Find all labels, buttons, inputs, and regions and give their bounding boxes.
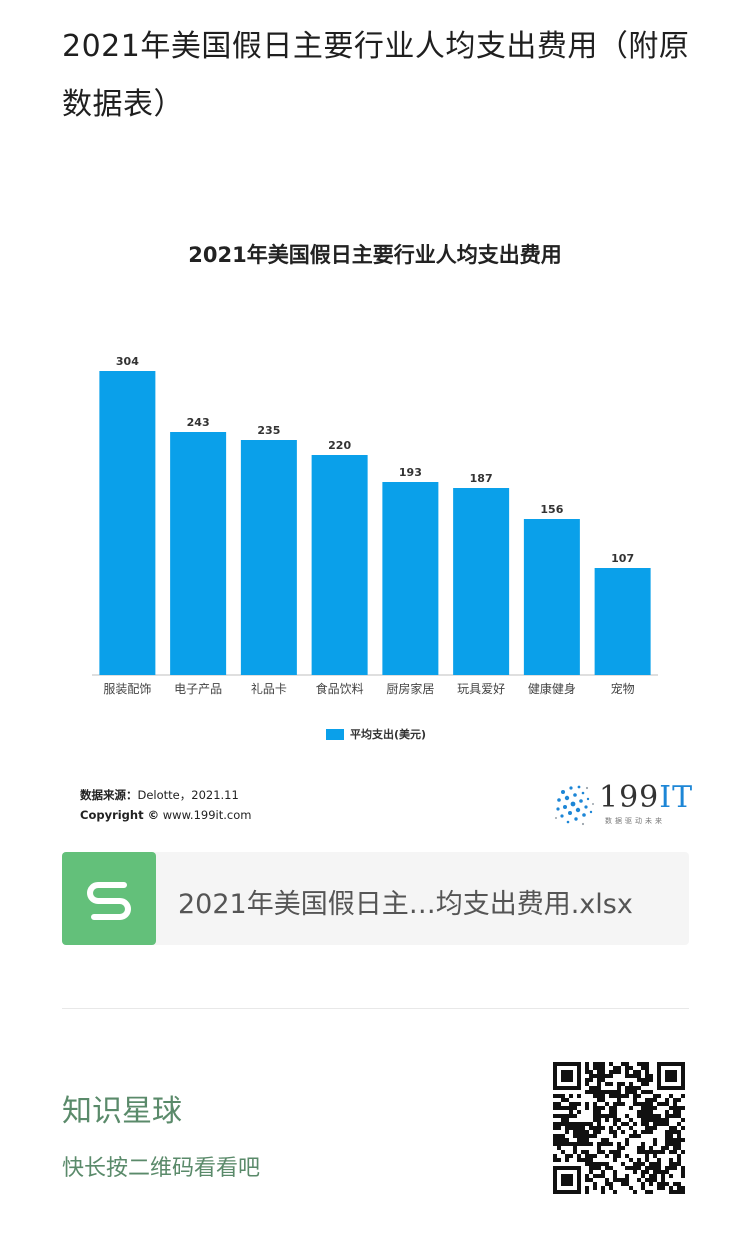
- bar-1: [170, 432, 227, 675]
- data-label-4: 193: [399, 466, 422, 479]
- tick-label-2: 礼品卡: [251, 681, 287, 696]
- data-label-2: 235: [257, 424, 280, 437]
- chart-source: 数据来源：Delotte，2021.11 Copyright © www.199…: [80, 785, 251, 825]
- data-label-5: 187: [470, 472, 493, 485]
- bar-3: [311, 455, 368, 675]
- 199it-logo: 199IT 数据驱动未来: [553, 780, 692, 830]
- logo-accent: IT: [659, 780, 694, 815]
- attachment-file-card[interactable]: 2021年美国假日主…均支出费用.xlsx: [62, 852, 689, 945]
- post-title: 2021年美国假日主要行业人均支出费用（附原数据表）: [62, 29, 690, 122]
- bar-6: [523, 519, 580, 675]
- divider: [62, 1008, 689, 1009]
- tick-label-1: 电子产品: [174, 682, 222, 696]
- source-label: 数据来源：: [80, 788, 138, 802]
- chart-image: 2021年美国假日主要行业人均支出费用 304 服装配饰 243 电子产品 235 礼品卡…: [0, 205, 750, 845]
- source-value: Delotte，2021.11: [137, 788, 239, 802]
- data-label-1: 243: [187, 416, 210, 429]
- chart-title: 2021年美国假日主要行业人均支出费用: [188, 243, 562, 267]
- legend-swatch: [326, 728, 344, 740]
- tick-label-4: 厨房家居: [386, 681, 434, 696]
- legend-label: 平均支出(美元): [350, 728, 427, 741]
- data-label-0: 304: [116, 355, 139, 368]
- logo-dots-icon: [555, 785, 594, 826]
- file-name: 2021年美国假日主…均支出费用.xlsx: [178, 889, 633, 920]
- tick-label-7: 宠物: [611, 681, 635, 696]
- data-label-6: 156: [540, 503, 563, 516]
- logo-tagline: 数据驱动未来: [605, 817, 665, 825]
- bar-7: [594, 568, 651, 675]
- data-label-7: 107: [611, 552, 634, 565]
- bar-0: [99, 371, 156, 675]
- tick-label-0: 服装配饰: [103, 682, 151, 696]
- tick-label-6: 健康健身: [528, 681, 576, 696]
- copyright-value: www.199it.com: [162, 808, 252, 822]
- chart-legend: 平均支出(美元): [326, 726, 426, 742]
- copyright-label: Copyright ©: [80, 808, 160, 822]
- spreadsheet-s-icon: [62, 852, 156, 945]
- tick-label-5: 玩具爱好: [457, 682, 505, 696]
- bar-chart: 304 服装配饰 243 电子产品 235 礼品卡 220 食品饮料 193 厨房家居 187 玩具爱…: [92, 355, 658, 696]
- data-label-3: 220: [328, 439, 351, 452]
- tick-label-3: 食品饮料: [316, 681, 364, 696]
- bar-4: [382, 482, 439, 675]
- promo-title: 知识星球: [62, 1094, 182, 1129]
- bar-2: [240, 440, 297, 675]
- qr-code-icon[interactable]: [553, 1062, 685, 1194]
- promo-subtitle: 快长按二维码看看吧: [62, 1156, 261, 1181]
- logo-main: 199: [599, 780, 660, 815]
- bar-5: [453, 488, 510, 675]
